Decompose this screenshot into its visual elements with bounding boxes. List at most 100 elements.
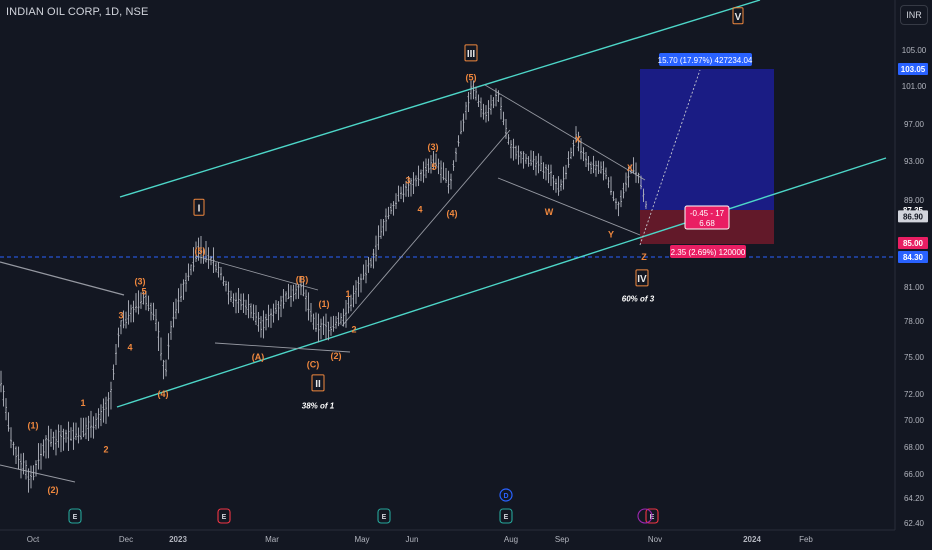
trend-line[interactable] (341, 129, 511, 327)
wave-note: 38% of 1 (302, 402, 335, 411)
price-tag-text: 84.30 (903, 253, 924, 262)
earnings-marker-label: E (222, 514, 227, 521)
pnl-label[interactable]: -0.45 - 176.68 (684, 205, 730, 230)
trend-line[interactable] (497, 177, 641, 236)
wave-box-label: III (467, 49, 476, 60)
wave-label: (5) (195, 246, 206, 256)
wave-label: (5) (466, 73, 477, 83)
dividend-marker-circle (499, 488, 513, 502)
time-axis-tick: 2024 (743, 535, 761, 544)
earnings-marker-box (645, 508, 659, 524)
channel-upper-line[interactable] (119, 0, 761, 198)
trend-line[interactable] (0, 464, 76, 483)
time-axis-tick: Aug (504, 535, 518, 544)
time-axis-tick: Feb (799, 535, 813, 544)
price-tag-bg (898, 210, 928, 223)
earnings-marker[interactable]: E (217, 508, 231, 524)
wave-box-label: IV (637, 274, 647, 285)
target-label[interactable]: 15.70 (17.97%) 427234.04 (658, 53, 753, 66)
dividend-marker[interactable]: D (499, 488, 513, 502)
wave-label: 4 (127, 342, 132, 352)
price-tag[interactable]: 84.30 (898, 251, 928, 263)
price-tag-text: 103.05 (901, 65, 926, 74)
wave-label: (1) (319, 299, 330, 309)
wave-box (311, 374, 325, 392)
wave-label: 3 (118, 310, 123, 320)
event-marker-circle[interactable] (637, 508, 653, 524)
wave-label: 2 (351, 324, 356, 334)
wave-box (193, 198, 205, 216)
wave-label: 5 (431, 162, 436, 172)
price-tag[interactable]: 103.05 (898, 63, 928, 75)
time-axis-tick: Sep (555, 535, 570, 544)
wave-label: 2 (103, 445, 108, 455)
stop-label-bg (670, 245, 746, 258)
wave-label: (B) (296, 275, 309, 285)
price-axis-tick: 89.00 (904, 196, 925, 205)
earnings-marker-box (377, 508, 391, 524)
price-axis-tick: 68.00 (904, 443, 925, 452)
wave-label: W (545, 207, 554, 217)
wave-note: 60% of 3 (622, 294, 655, 303)
trend-line[interactable] (484, 84, 646, 181)
trend-line[interactable] (214, 342, 351, 353)
wave-label: 4 (417, 205, 422, 215)
price-tag-text: 86.90 (903, 212, 924, 221)
symbol-title: INDIAN OIL CORP, 1D, NSE (6, 6, 149, 18)
wave-label: 5 (141, 287, 146, 297)
wave-label: X (575, 135, 581, 145)
wave-label: (1) (28, 420, 39, 430)
time-axis-tick: Oct (27, 535, 40, 544)
wave-box (732, 7, 744, 25)
target-label-text: 15.70 (17.97%) 427234.04 (658, 56, 753, 65)
earnings-marker-box (68, 508, 82, 524)
wave-label: (3) (428, 142, 439, 152)
time-axis-tick: May (354, 535, 369, 544)
earnings-marker-label: E (504, 514, 509, 521)
channel-lower-line[interactable] (116, 157, 887, 408)
time-axis-tick: Mar (265, 535, 279, 544)
price-tag[interactable]: 86.90 (898, 210, 928, 223)
pnl-label-line1: -0.45 - 17 (690, 209, 725, 218)
trend-line[interactable] (639, 69, 701, 246)
target-label-bg (659, 53, 752, 66)
earnings-marker[interactable]: E (377, 508, 391, 524)
dividend-marker-label: D (503, 493, 508, 500)
currency-button[interactable]: INR (900, 5, 928, 25)
stop-label[interactable]: 2.35 (2.69%) 120000 (670, 245, 746, 258)
wave-box (464, 44, 478, 62)
stop-label-text: 2.35 (2.69%) 120000 (671, 248, 746, 257)
trend-line[interactable] (195, 255, 319, 291)
wave-label: 3 (405, 176, 410, 186)
price-axis-tick: 64.20 (904, 494, 925, 503)
earnings-marker[interactable]: E (499, 508, 513, 524)
time-axis-tick: Nov (648, 535, 662, 544)
price-axis-tick: 66.00 (904, 470, 925, 479)
earnings-marker-box (499, 508, 513, 524)
wave-label: Z (641, 252, 647, 262)
pnl-label-bg (684, 205, 730, 230)
price-tag-bg (898, 237, 928, 249)
trend-line[interactable] (0, 261, 125, 296)
price-axis-tick: 93.00 (904, 157, 925, 166)
wave-label: X (627, 163, 633, 173)
target-zone[interactable] (640, 69, 774, 210)
wave-label: (A) (252, 352, 265, 362)
price-axis-tick: 101.00 (902, 82, 927, 91)
price-axis-tick: 97.00 (904, 120, 925, 129)
price-axis-tick: 70.00 (904, 416, 925, 425)
earnings-marker-label: E (382, 514, 387, 521)
earnings-marker-box (217, 508, 231, 524)
price-tag-bg (898, 251, 928, 263)
price-tag[interactable]: 85.00 (898, 237, 928, 249)
wave-label: (3) (135, 277, 146, 287)
earnings-marker[interactable]: E (68, 508, 82, 524)
price-axis-tick: 81.00 (904, 283, 925, 292)
pnl-label-line2: 6.68 (699, 219, 715, 228)
wave-label: (2) (331, 351, 342, 361)
wave-label: (4) (447, 209, 458, 219)
price-tag-text: 85.00 (903, 239, 924, 248)
wave-label: (2) (48, 485, 59, 495)
